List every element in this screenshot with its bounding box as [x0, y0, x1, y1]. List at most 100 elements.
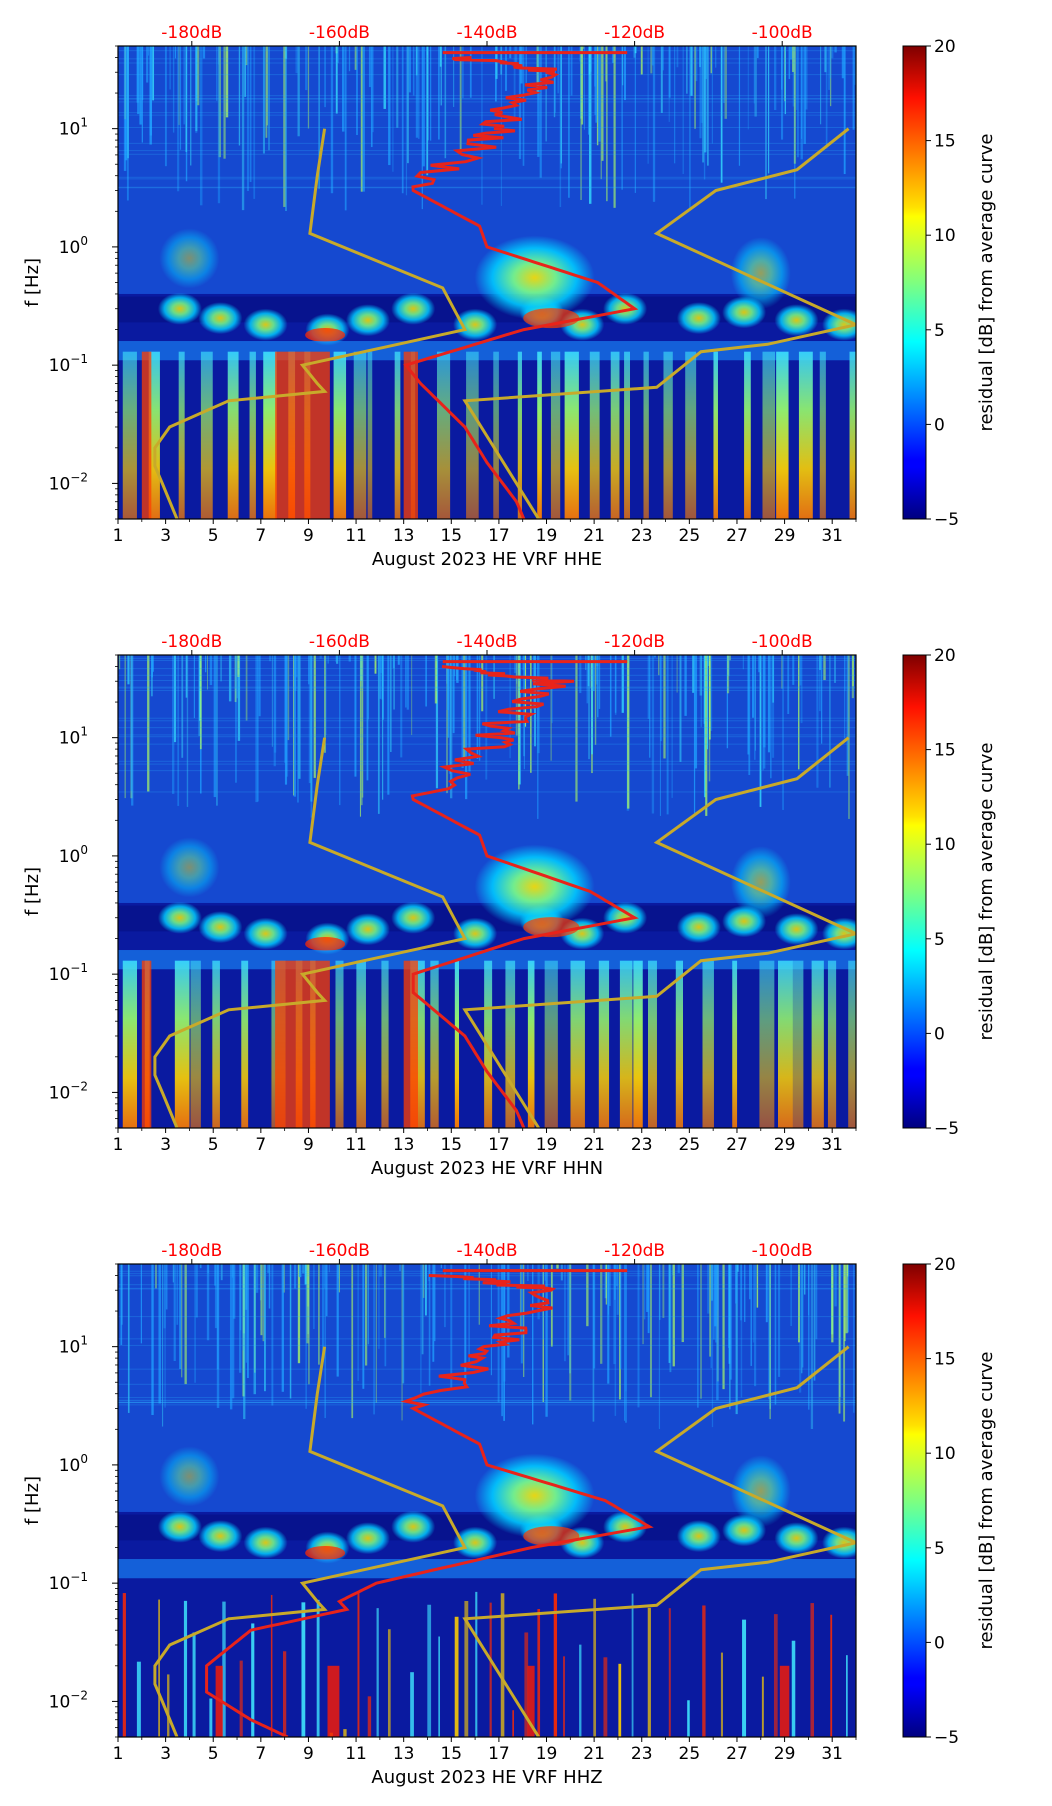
hf-streak: [360, 46, 363, 192]
lf-stripe: [174, 960, 190, 1128]
hf-streak: [236, 655, 238, 699]
hf-streak: [531, 1264, 534, 1425]
hf-streak: [310, 655, 313, 802]
hf-streak: [415, 46, 419, 138]
y-tick-exponent: −1: [70, 961, 88, 975]
colorbar-tick-label: 10: [934, 1444, 956, 1464]
hf-streak: [396, 46, 399, 128]
hf-streak: [354, 46, 357, 70]
hf-streak: [417, 46, 420, 139]
microseism-blob: [243, 917, 288, 950]
hf-streak: [607, 1264, 610, 1384]
hf-streak: [663, 655, 666, 759]
hf-streak: [450, 1264, 453, 1388]
hf-streak: [800, 655, 803, 724]
hf-line: [118, 176, 856, 178]
lf-stripe: [624, 351, 631, 519]
hf-line: [118, 1273, 856, 1275]
hf-streak: [446, 655, 448, 794]
hf-streak: [747, 655, 750, 755]
hf-streak: [560, 1264, 563, 1281]
colorbar-tick-label: 0: [934, 415, 945, 435]
hf-streak: [588, 46, 592, 204]
y-tick-base: 10: [49, 1692, 71, 1712]
hf-streak: [756, 46, 759, 59]
hf-streak: [195, 1264, 198, 1318]
microseism-blob: [198, 911, 243, 944]
hf-line: [118, 743, 856, 745]
lf-stripe: [663, 351, 673, 519]
hf-streak: [715, 46, 717, 68]
lf-stripe: [430, 960, 439, 1128]
hf-streak: [379, 655, 381, 699]
hf-streak: [729, 1264, 733, 1380]
hf-streak: [258, 655, 261, 717]
lf-stripe: [251, 1623, 255, 1737]
lf-stripe: [619, 960, 633, 1128]
lf-stripe: [301, 1602, 306, 1737]
hf-streak: [374, 655, 377, 674]
hf-streak: [769, 1264, 771, 1420]
hf-streak: [185, 655, 188, 698]
hf-streak: [669, 1264, 672, 1373]
hf-streak: [537, 655, 539, 819]
hf-streak: [163, 1264, 166, 1329]
hf-streak: [297, 655, 299, 803]
hf-streak: [361, 655, 363, 806]
top-axis-db-label: -120dB: [604, 23, 665, 43]
hf-streak: [582, 46, 585, 49]
hf-streak: [527, 1264, 529, 1281]
lf-stripe: [563, 1656, 565, 1737]
hf-streak: [749, 1264, 751, 1300]
hf-streak: [464, 1264, 467, 1387]
x-tick-label: 5: [208, 1135, 219, 1155]
x-tick-label: 23: [631, 526, 653, 546]
hf-streak: [173, 1264, 176, 1362]
lf-stripe: [553, 1593, 558, 1737]
y-tick-label: 10−2: [49, 470, 88, 494]
lf-stripe: [464, 1601, 469, 1737]
hf-streak: [393, 655, 395, 710]
hf-streak: [225, 46, 229, 118]
hf-streak: [706, 655, 708, 750]
hf-streak: [711, 46, 713, 144]
lf-stripe: [849, 351, 856, 519]
lf-stripe: [647, 1607, 651, 1737]
hf-streak: [459, 46, 462, 151]
hf-streak: [237, 655, 241, 741]
top-axis-db-label: -180dB: [161, 632, 222, 652]
hf-line: [118, 1275, 856, 1277]
hf-streak: [649, 1264, 652, 1398]
microseism-blob: [345, 304, 390, 337]
x-tick-label: 5: [208, 1744, 219, 1764]
lf-stripe: [454, 960, 460, 1128]
hf-streak: [829, 46, 832, 79]
y-tick-base: 10: [49, 965, 71, 985]
hf-streak: [207, 655, 209, 690]
hf-streak: [625, 1264, 627, 1392]
lf-stripe: [579, 1644, 582, 1737]
hf-streak: [185, 46, 188, 152]
x-tick-label: 21: [583, 1744, 605, 1764]
hf-streak: [359, 655, 362, 817]
lf-stripe: [742, 1619, 747, 1737]
x-tick-label: 27: [726, 1135, 748, 1155]
hf-streak: [627, 655, 630, 809]
hf-line: [118, 687, 856, 689]
y-axis-label: f [Hz]: [22, 867, 43, 916]
hf-streak: [379, 1264, 382, 1277]
hf-streak: [714, 1264, 717, 1327]
lf-stripe-strong: [403, 351, 418, 519]
hf-streak: [614, 655, 617, 715]
x-tick-label: 17: [488, 1744, 510, 1764]
lf-stripe: [702, 960, 714, 1128]
hf-streak: [805, 46, 808, 110]
colorbar-tick-label: 0: [934, 1633, 945, 1653]
microseism-blob: [157, 1510, 202, 1543]
y-tick-label: 10−2: [49, 1079, 88, 1103]
hf-streak: [509, 655, 511, 759]
hf-streak: [384, 1264, 387, 1367]
hf-streak: [367, 655, 369, 720]
y-tick-exponent: −2: [70, 1079, 88, 1093]
hf-streak: [774, 1264, 777, 1405]
